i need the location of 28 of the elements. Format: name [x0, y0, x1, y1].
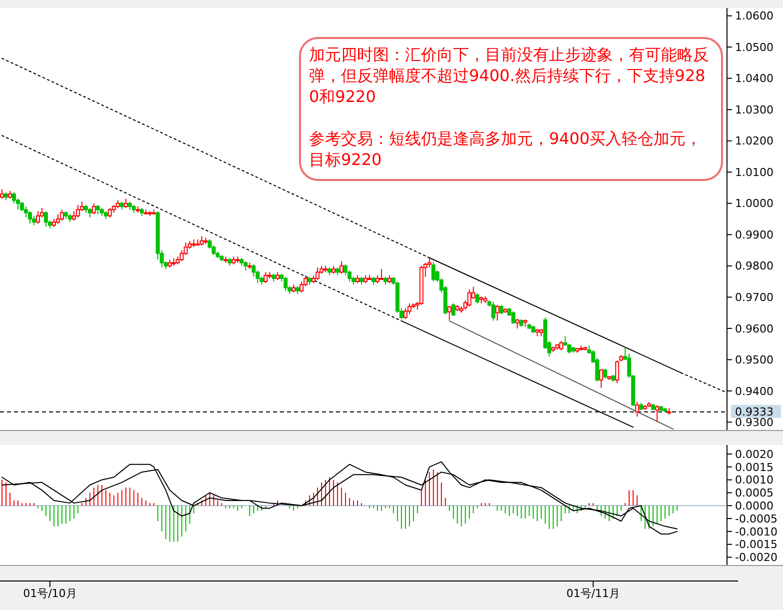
y-tick-label: 1.0400 — [735, 72, 774, 86]
y-tick-label: -0.0010 — [735, 525, 778, 538]
y-tick-label: 0.9400 — [735, 384, 774, 398]
y-tick-label: 1.0500 — [735, 40, 774, 54]
y-tick-label: 0.0005 — [735, 486, 774, 500]
y-tick-label: -0.0005 — [735, 512, 778, 526]
y-tick-label: 0.9700 — [735, 291, 774, 304]
y-tick-label: 1.0000 — [735, 197, 774, 210]
y-tick-label: 0.0000 — [735, 499, 774, 512]
y-tick-label: 0.9300 — [735, 416, 774, 430]
x-tick-label: 01号/10月 — [23, 587, 77, 600]
y-tick-label: 1.0300 — [735, 103, 774, 116]
y-tick-label: 0.9900 — [735, 228, 774, 242]
x-tick-label: 01号/11月 — [566, 587, 620, 600]
y-tick-label: 0.0015 — [735, 460, 774, 474]
y-tick-label: 1.0600 — [735, 10, 774, 23]
y-tick-label: 1.0200 — [735, 134, 774, 148]
y-tick-label: 0.9600 — [735, 322, 774, 336]
y-tick-label: 0.9800 — [735, 260, 774, 273]
y-tick-label: -0.0015 — [735, 538, 778, 552]
annotation: 参考交易：短线仍是逢高多加元，9400买入轻仓加元，目标9220 — [309, 129, 702, 169]
y-tick-label: 0.0010 — [735, 474, 774, 487]
y-tick-label: 0.0020 — [735, 448, 774, 461]
y-tick-label: -0.0020 — [735, 551, 778, 564]
y-tick-label: 1.0100 — [735, 166, 774, 179]
annotation: 加元四时图：汇价向下，目前没有止步迹象，有可能略反弹，但反弹幅度不超过9400.然后持续下行，下支持9280和9220 — [309, 45, 709, 106]
ref-line-label: 0.9333 — [735, 406, 774, 419]
y-tick-label: 0.9500 — [735, 354, 774, 367]
